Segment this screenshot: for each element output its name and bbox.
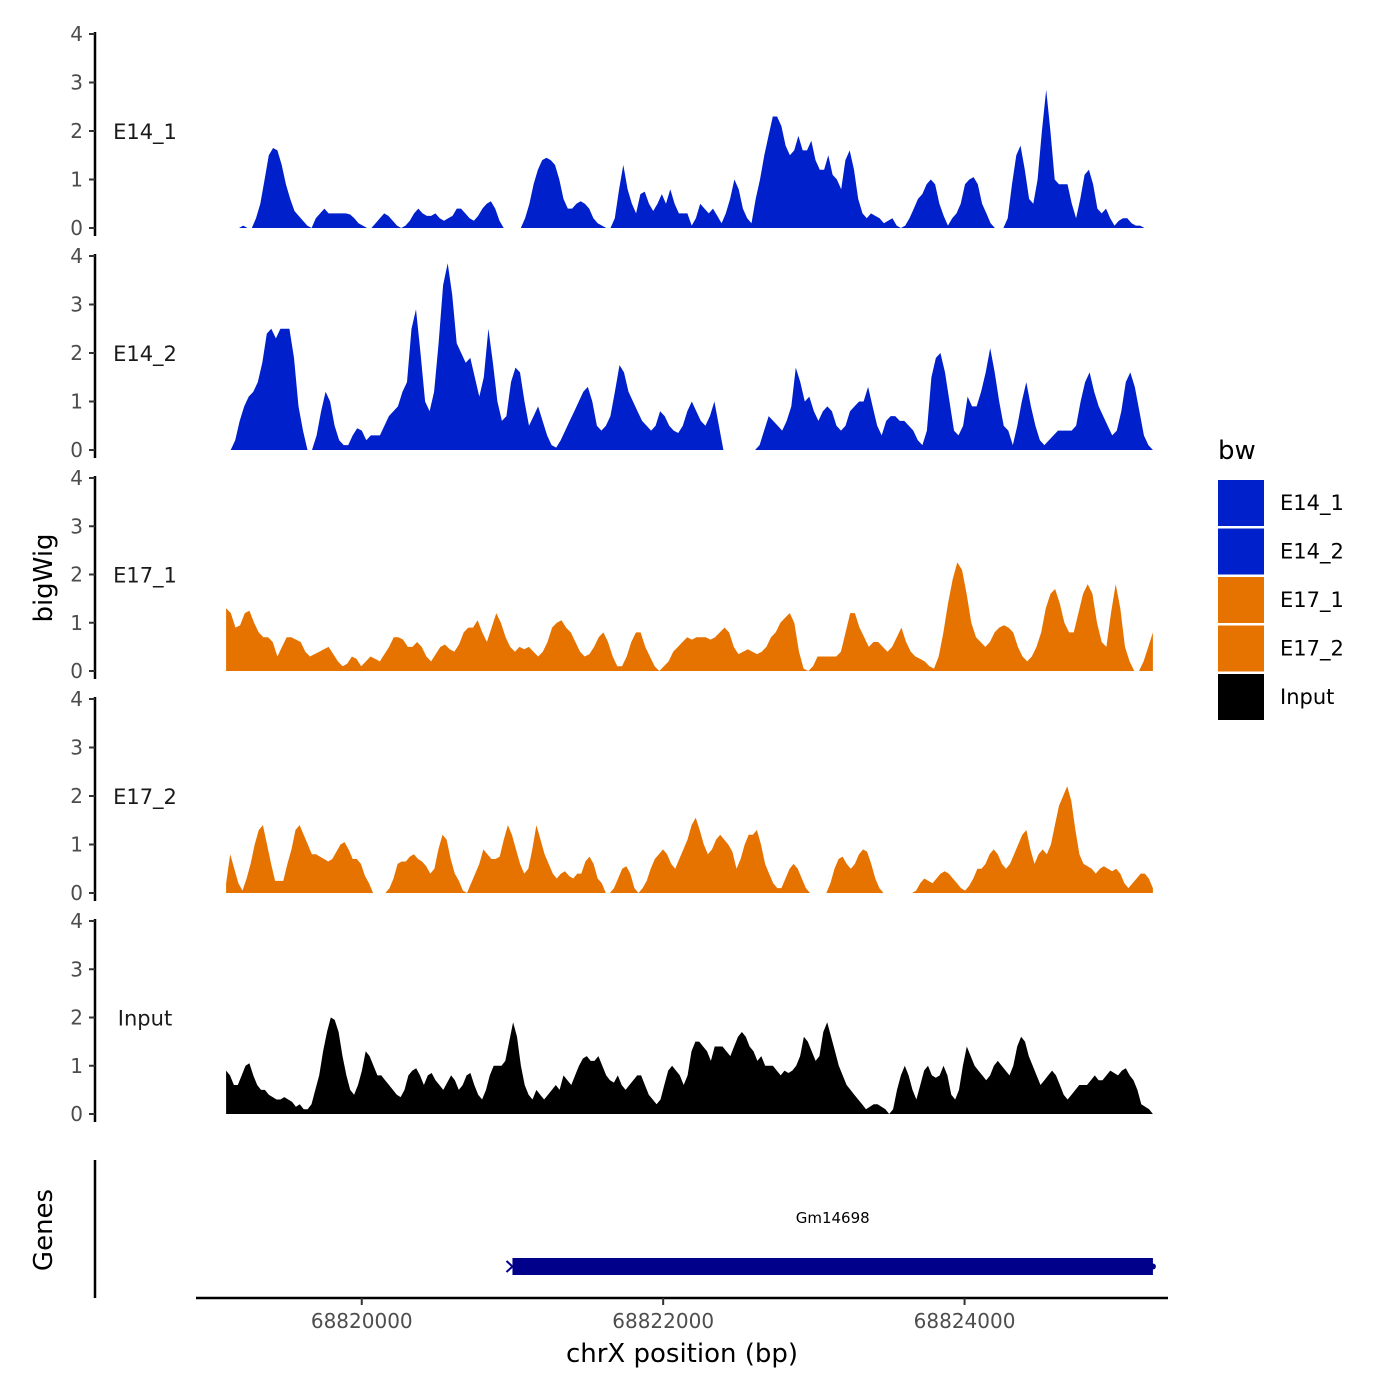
- area-e17-2: [226, 786, 1153, 893]
- track-e17-2: 0 1 2 3 4 E17_2: [70, 687, 1153, 905]
- x-axis: 68820000 68822000 68824000: [196, 1296, 1168, 1333]
- y-tick-label: 1: [70, 168, 83, 192]
- y-tick-label: 0: [70, 438, 83, 462]
- y-tick-label: 2: [70, 563, 83, 587]
- y-tick-label: 0: [70, 659, 83, 683]
- legend-title: bw: [1218, 436, 1256, 466]
- y-tick-label: 2: [70, 119, 83, 143]
- y-tick-label: 4: [70, 909, 83, 933]
- x-tick-label: 68820000: [311, 1309, 413, 1333]
- legend-swatch-e14-1: [1218, 480, 1264, 526]
- y-tick-label: 4: [70, 466, 83, 490]
- y-tick-label: 1: [70, 833, 83, 857]
- legend-swatch-input: [1218, 674, 1264, 720]
- legend-label-e17-2: E17_2: [1280, 637, 1344, 662]
- strand-marker: [505, 1260, 514, 1273]
- y-tick-label: 4: [70, 244, 83, 268]
- y-tick-label: 3: [70, 736, 83, 760]
- gene-track: Gm14698: [93, 1160, 1156, 1298]
- track-label: Input: [118, 1007, 172, 1031]
- y-tick-label: 4: [70, 687, 83, 711]
- track-label: E17_2: [113, 785, 177, 810]
- area-e14-2: [226, 263, 1153, 450]
- legend-label-e14-1: E14_1: [1280, 491, 1344, 516]
- signal-tracks: 0 1 2 3 4 E14_1 0 1 2 3 4 E14_2 0 1 2 3 4 E17_1 0 1 2 3 4 E17_2…: [70, 22, 1153, 1126]
- area-e14-1: [226, 89, 1153, 228]
- legend: bw E14_1 E14_2 E17_1 E17_2 Input: [1218, 436, 1344, 720]
- area-input: [226, 1017, 1153, 1114]
- track-label: E17_1: [113, 564, 177, 589]
- track-label: E14_2: [113, 342, 177, 367]
- y-tick-label: 2: [70, 784, 83, 808]
- x-tick-label: 68824000: [914, 1309, 1016, 1333]
- track-e14-2: 0 1 2 3 4 E14_2: [70, 244, 1153, 462]
- gene-body: [512, 1258, 1153, 1275]
- y-tick-label: 0: [70, 1102, 83, 1126]
- y-tick-label: 3: [70, 957, 83, 981]
- y-tick-label: 1: [70, 611, 83, 635]
- y-tick-label: 2: [70, 341, 83, 365]
- gene-end-marker: [1149, 1263, 1156, 1270]
- gene-name: Gm14698: [796, 1209, 870, 1227]
- track-label: E14_1: [113, 120, 177, 145]
- legend-label-e14-2: E14_2: [1280, 540, 1344, 565]
- track-input: 0 1 2 3 4 Input: [70, 909, 1153, 1126]
- y-tick-label: 2: [70, 1006, 83, 1030]
- y-tick-label: 3: [70, 293, 83, 317]
- x-axis-title: chrX position (bp): [566, 1339, 798, 1369]
- x-tick-label: 68822000: [612, 1309, 714, 1333]
- legend-label-input: Input: [1280, 685, 1334, 709]
- y-tick-label: 0: [70, 216, 83, 240]
- y-tick-label: 1: [70, 390, 83, 414]
- y-tick-label: 3: [70, 71, 83, 95]
- y-tick-label: 3: [70, 514, 83, 538]
- track-e17-1: 0 1 2 3 4 E17_1: [70, 466, 1153, 683]
- area-e17-1: [226, 562, 1153, 671]
- legend-swatch-e17-2: [1218, 625, 1264, 672]
- track-e14-1: 0 1 2 3 4 E14_1: [70, 22, 1153, 240]
- y-tick-label: 1: [70, 1054, 83, 1078]
- y-axis-title: bigWig: [29, 533, 59, 622]
- y-tick-label: 4: [70, 22, 83, 46]
- legend-label-e17-1: E17_1: [1280, 588, 1344, 613]
- legend-swatch-e14-2: [1218, 528, 1264, 575]
- genes-axis-title: Genes: [29, 1189, 59, 1271]
- y-tick-label: 0: [70, 881, 83, 905]
- gene-gm14698: Gm14698: [505, 1209, 1156, 1275]
- legend-swatch-e17-1: [1218, 577, 1264, 623]
